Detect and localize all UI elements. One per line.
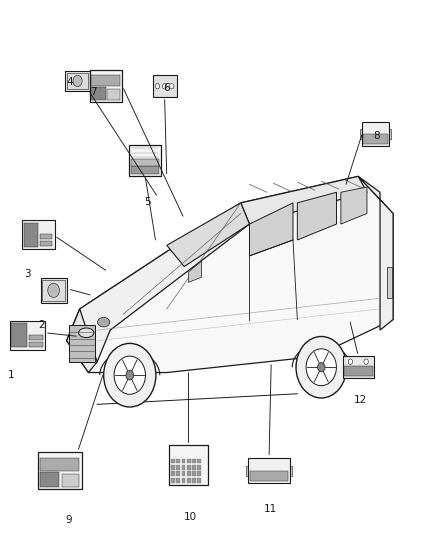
Bar — [41, 278, 67, 303]
Polygon shape — [358, 176, 393, 330]
Bar — [91, 75, 120, 86]
Bar — [89, 70, 122, 102]
Circle shape — [306, 349, 336, 386]
Bar — [24, 223, 39, 247]
Bar — [131, 159, 159, 166]
Circle shape — [348, 359, 353, 365]
Circle shape — [318, 362, 325, 372]
Polygon shape — [341, 187, 367, 224]
Bar — [171, 465, 175, 470]
Text: 12: 12 — [353, 395, 367, 405]
Bar — [67, 73, 88, 89]
Ellipse shape — [79, 328, 94, 337]
Polygon shape — [188, 261, 201, 282]
Bar — [29, 335, 43, 340]
Bar — [40, 234, 53, 239]
Bar — [177, 465, 180, 470]
Bar — [39, 452, 82, 489]
Bar — [192, 465, 196, 470]
Bar — [42, 280, 65, 301]
Bar — [169, 446, 208, 485]
Circle shape — [155, 84, 159, 89]
Text: 2: 2 — [38, 320, 45, 330]
Bar — [40, 458, 79, 471]
Bar — [197, 471, 201, 476]
Bar — [177, 471, 180, 476]
Bar — [364, 134, 388, 144]
Bar — [69, 325, 95, 362]
Bar — [192, 459, 196, 464]
Ellipse shape — [98, 317, 110, 327]
Bar — [29, 342, 43, 347]
Text: 1: 1 — [7, 370, 14, 380]
Circle shape — [170, 84, 174, 89]
Bar — [250, 471, 288, 481]
Bar — [11, 324, 28, 348]
Bar — [187, 465, 191, 470]
Bar — [62, 474, 79, 487]
Bar — [91, 87, 106, 100]
Bar — [22, 220, 55, 249]
Bar — [192, 478, 196, 482]
Bar — [177, 478, 180, 482]
Text: 5: 5 — [144, 197, 151, 207]
Bar — [197, 465, 201, 470]
Bar — [182, 465, 185, 470]
Circle shape — [162, 84, 167, 89]
Bar — [362, 122, 389, 146]
Bar — [248, 458, 290, 483]
Text: 11: 11 — [264, 504, 277, 513]
Polygon shape — [67, 176, 393, 373]
Bar — [182, 459, 185, 464]
Text: 8: 8 — [373, 131, 380, 141]
FancyBboxPatch shape — [129, 145, 161, 176]
Text: 3: 3 — [24, 269, 31, 279]
Bar — [171, 478, 175, 482]
Bar — [152, 75, 177, 98]
Bar — [343, 356, 374, 378]
Circle shape — [296, 336, 346, 398]
Text: 4: 4 — [67, 77, 73, 87]
Text: 6: 6 — [163, 83, 170, 93]
Bar — [288, 465, 292, 476]
Bar — [388, 129, 391, 139]
Circle shape — [114, 356, 145, 394]
Circle shape — [73, 75, 82, 86]
Circle shape — [126, 370, 134, 380]
Bar — [187, 459, 191, 464]
Polygon shape — [250, 203, 293, 256]
Text: 9: 9 — [66, 515, 72, 524]
Polygon shape — [297, 192, 336, 240]
Bar — [182, 471, 185, 476]
Bar — [65, 71, 90, 91]
Circle shape — [104, 343, 156, 407]
Bar — [131, 166, 159, 174]
Bar — [182, 478, 185, 482]
Polygon shape — [67, 203, 250, 362]
Bar — [171, 471, 175, 476]
Bar — [360, 129, 364, 139]
Bar — [197, 478, 201, 482]
Bar — [344, 366, 373, 376]
Bar — [107, 89, 120, 100]
Text: 7: 7 — [90, 87, 97, 98]
Bar — [187, 471, 191, 476]
Bar — [246, 465, 250, 476]
Circle shape — [364, 359, 368, 365]
Bar — [10, 321, 46, 350]
Polygon shape — [167, 203, 250, 266]
Bar — [171, 459, 175, 464]
Bar — [387, 266, 392, 298]
Bar — [177, 459, 180, 464]
Bar — [40, 241, 53, 246]
Text: 10: 10 — [184, 512, 197, 522]
Bar — [192, 471, 196, 476]
Bar — [197, 459, 201, 464]
Bar — [40, 472, 59, 487]
Polygon shape — [241, 176, 367, 224]
Circle shape — [48, 283, 60, 297]
Bar — [187, 478, 191, 482]
Polygon shape — [67, 309, 97, 373]
